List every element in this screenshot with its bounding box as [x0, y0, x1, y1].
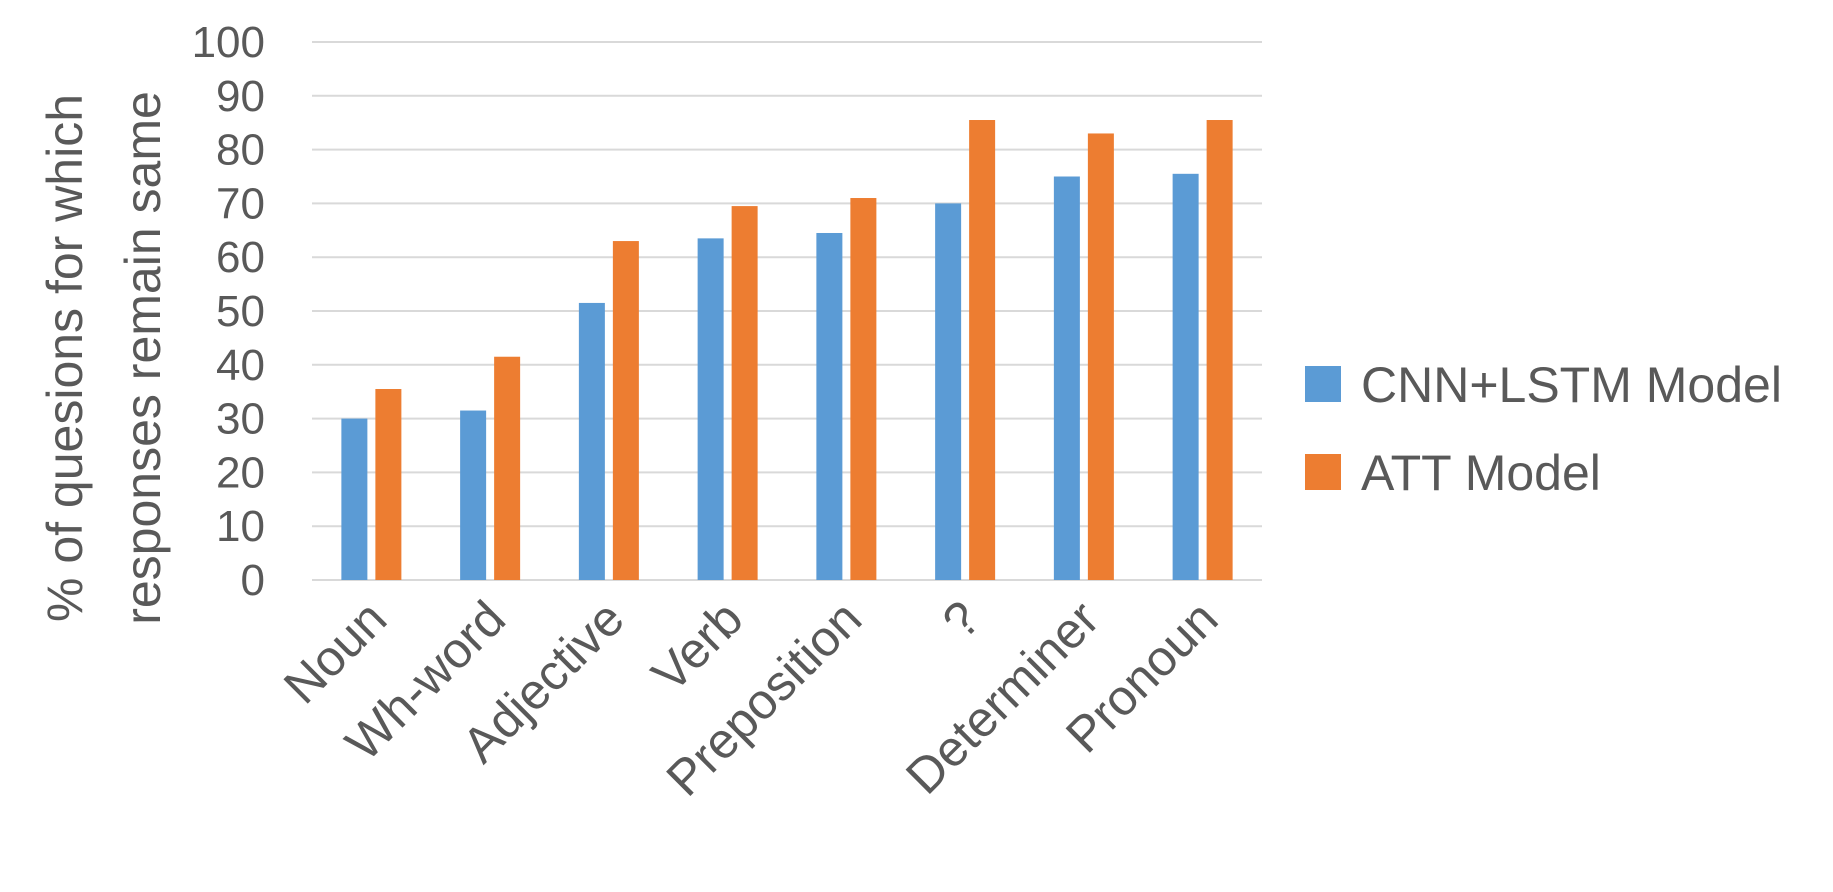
bars — [341, 120, 1233, 581]
x-tick-label: Determiner — [895, 590, 1109, 804]
bar-cnn-lstm-1 — [460, 410, 487, 580]
gridlines — [312, 41, 1262, 581]
legend-swatch — [1305, 366, 1341, 402]
legend-swatch — [1305, 454, 1341, 490]
y-axis-title-line-1: % of quesions for which — [37, 94, 93, 622]
y-tick-label: 80 — [216, 126, 265, 175]
legend: CNN+LSTM Model ATT Model — [1305, 357, 1782, 501]
y-tick-label: 30 — [216, 395, 265, 444]
bar-cnn-lstm-6 — [1053, 176, 1080, 580]
x-tick-label: ? — [932, 590, 991, 649]
bar-att-5 — [969, 120, 996, 580]
bar-cnn-lstm-3 — [697, 238, 724, 580]
legend-label: CNN+LSTM Model — [1361, 357, 1782, 413]
y-tick-label: 0 — [241, 556, 265, 605]
y-tick-label: 20 — [216, 448, 265, 497]
bar-cnn-lstm-7 — [1172, 173, 1199, 580]
bar-att-3 — [731, 206, 758, 580]
bar-cnn-lstm-2 — [578, 302, 605, 580]
y-tick-label: 60 — [216, 233, 265, 282]
bar-att-7 — [1206, 120, 1233, 580]
bar-cnn-lstm-0 — [341, 418, 368, 580]
y-axis-title: % of quesions for which responses remain… — [37, 91, 171, 625]
y-tick-label: 50 — [216, 287, 265, 336]
y-tick-label: 10 — [216, 502, 265, 551]
bar-att-6 — [1087, 133, 1114, 580]
y-tick-label: 100 — [192, 18, 265, 67]
bar-att-1 — [494, 356, 521, 580]
bar-att-4 — [850, 198, 877, 580]
legend-label: ATT Model — [1361, 445, 1601, 501]
y-tick-label: 70 — [216, 179, 265, 228]
bar-cnn-lstm-4 — [816, 232, 843, 581]
bar-att-0 — [375, 389, 402, 580]
y-axis-title-line-2: responses remain same — [115, 91, 171, 625]
y-tick-label: 40 — [216, 341, 265, 390]
y-tick-label: 90 — [216, 72, 265, 121]
bar-cnn-lstm-5 — [935, 203, 962, 580]
bar-att-2 — [612, 241, 639, 580]
